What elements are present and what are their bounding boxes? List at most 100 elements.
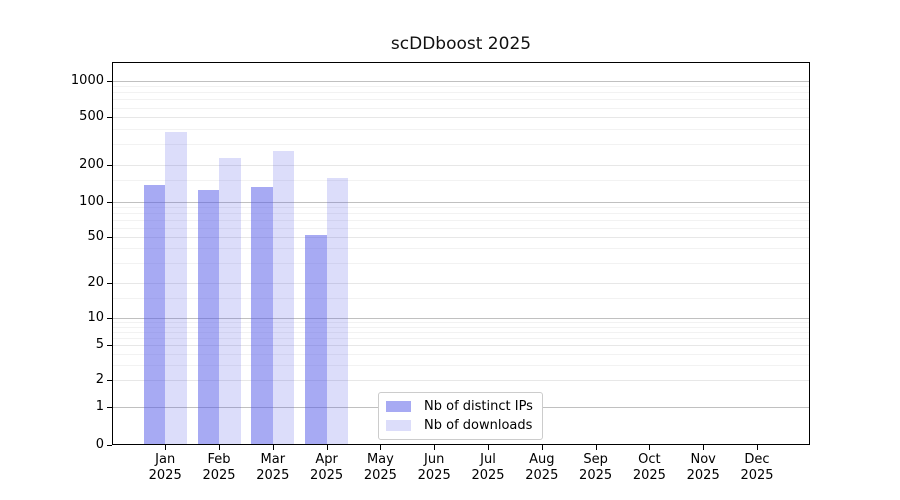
legend-label-distinct-ips: Nb of distinct IPs bbox=[424, 399, 533, 414]
y-tick-label: 500 bbox=[79, 109, 104, 125]
bar-feb-distinct-ips bbox=[197, 189, 219, 445]
x-tick-mark bbox=[219, 445, 220, 450]
x-tick-label-month: Jul bbox=[480, 452, 496, 467]
y-tick-mark bbox=[107, 165, 112, 167]
gridline-minor bbox=[113, 219, 809, 221]
gridline bbox=[113, 318, 809, 320]
x-tick-mark bbox=[380, 445, 382, 450]
y-tick-label: 1 bbox=[95, 398, 104, 414]
x-tick-label-month: Sep bbox=[583, 452, 608, 467]
x-tick-label-year: 2025 bbox=[471, 468, 505, 483]
gridline-minor bbox=[113, 248, 809, 250]
bar-jan-distinct-ips bbox=[143, 185, 166, 445]
x-tick-label-month: Jan bbox=[155, 452, 176, 467]
x-tick-mark bbox=[488, 445, 489, 450]
y-tick-mark bbox=[107, 117, 112, 119]
y-tick-label: 0 bbox=[95, 437, 104, 452]
x-tick-label-month: Feb bbox=[207, 452, 231, 467]
gridline-minor bbox=[113, 207, 809, 208]
x-tick-label-year: 2025 bbox=[256, 468, 290, 483]
x-tick-label-year: 2025 bbox=[579, 468, 613, 483]
x-tick-mark bbox=[434, 445, 436, 450]
y-tick-label: 5 bbox=[95, 336, 104, 352]
gridline-minor bbox=[113, 86, 809, 88]
gridline-minor bbox=[113, 128, 809, 130]
x-tick-label: Apr 2025 bbox=[295, 452, 359, 484]
x-tick-label: Jun 2025 bbox=[402, 452, 466, 484]
gridline-minor bbox=[113, 297, 809, 299]
y-tick-mark bbox=[107, 445, 112, 446]
x-tick-label-year: 2025 bbox=[740, 468, 774, 483]
x-tick-mark bbox=[326, 445, 328, 450]
gridline-minor bbox=[113, 332, 809, 333]
gridline bbox=[113, 165, 809, 167]
bar-apr-distinct-ips bbox=[305, 234, 327, 445]
y-tick-mark bbox=[107, 406, 112, 408]
gridline bbox=[113, 80, 809, 82]
y-tick-mark bbox=[107, 283, 112, 285]
gridline-minor bbox=[113, 262, 809, 264]
x-tick-label-month: May bbox=[366, 452, 394, 467]
gridline-minor bbox=[113, 99, 809, 101]
x-tick-label: Jan 2025 bbox=[133, 452, 197, 484]
x-tick-label-year: 2025 bbox=[363, 468, 397, 483]
gridline-minor bbox=[113, 213, 809, 214]
gridline bbox=[113, 283, 809, 285]
y-tick-label: 2 bbox=[95, 372, 104, 388]
gridline-minor bbox=[113, 322, 809, 324]
legend-item-downloads: Nb of downloads bbox=[386, 416, 534, 435]
x-tick-label-year: 2025 bbox=[632, 468, 666, 483]
bar-jan-downloads bbox=[165, 131, 187, 445]
x-tick-mark bbox=[649, 445, 651, 450]
gridline bbox=[113, 117, 809, 119]
x-tick-label-month: Mar bbox=[260, 452, 286, 467]
gridline-minor bbox=[113, 326, 809, 328]
x-tick-label-month: Jun bbox=[424, 452, 445, 467]
legend-swatch-distinct-ips bbox=[386, 401, 411, 412]
x-tick-label-month: Apr bbox=[315, 452, 338, 467]
x-tick-label: Sep 2025 bbox=[564, 452, 628, 484]
x-tick-label-month: Oct bbox=[638, 452, 661, 467]
x-tick-label-year: 2025 bbox=[310, 468, 344, 483]
x-tick-label-year: 2025 bbox=[525, 468, 559, 483]
x-tick-label: Feb 2025 bbox=[187, 452, 251, 484]
x-tick-label: Mar 2025 bbox=[241, 452, 305, 484]
x-tick-label-year: 2025 bbox=[686, 468, 720, 483]
gridline-minor bbox=[113, 337, 809, 339]
x-tick-mark bbox=[272, 445, 274, 450]
y-tick-label: 100 bbox=[79, 193, 104, 209]
y-tick-label: 1000 bbox=[70, 72, 104, 88]
y-tick-label: 10 bbox=[87, 310, 104, 326]
x-tick-label: May 2025 bbox=[348, 452, 412, 484]
gridline bbox=[113, 236, 809, 238]
gridline-minor bbox=[113, 364, 809, 366]
gridline-minor bbox=[113, 180, 809, 182]
x-tick-label: Oct 2025 bbox=[617, 452, 681, 484]
x-tick-label-year: 2025 bbox=[202, 468, 236, 483]
x-tick-mark bbox=[541, 445, 543, 450]
gridline bbox=[113, 201, 809, 203]
x-tick-label-month: Aug bbox=[529, 452, 555, 467]
x-tick-label: Jul 2025 bbox=[456, 452, 520, 484]
y-tick-mark bbox=[107, 201, 112, 203]
legend-label-downloads: Nb of downloads bbox=[424, 418, 533, 433]
y-tick-mark bbox=[107, 344, 112, 346]
y-tick-mark bbox=[107, 236, 112, 238]
x-tick-label-year: 2025 bbox=[417, 468, 451, 483]
x-tick-label-month: Dec bbox=[744, 452, 770, 467]
y-tick-mark bbox=[107, 380, 112, 382]
bar-mar-downloads bbox=[272, 150, 295, 445]
legend: Nb of distinct IPs Nb of downloads bbox=[378, 392, 543, 440]
gridline-minor bbox=[113, 353, 809, 355]
x-tick-label: Nov 2025 bbox=[671, 452, 735, 484]
bar-apr-downloads bbox=[326, 178, 349, 445]
bar-feb-downloads bbox=[219, 158, 241, 445]
gridline bbox=[113, 380, 809, 382]
x-tick-mark bbox=[165, 445, 167, 450]
legend-item-distinct-ips: Nb of distinct IPs bbox=[386, 397, 534, 416]
chart-title: scDDboost 2025 bbox=[390, 34, 532, 54]
y-tick-label: 50 bbox=[87, 228, 104, 244]
x-tick-mark bbox=[595, 445, 597, 450]
x-tick-label: Aug 2025 bbox=[510, 452, 574, 484]
